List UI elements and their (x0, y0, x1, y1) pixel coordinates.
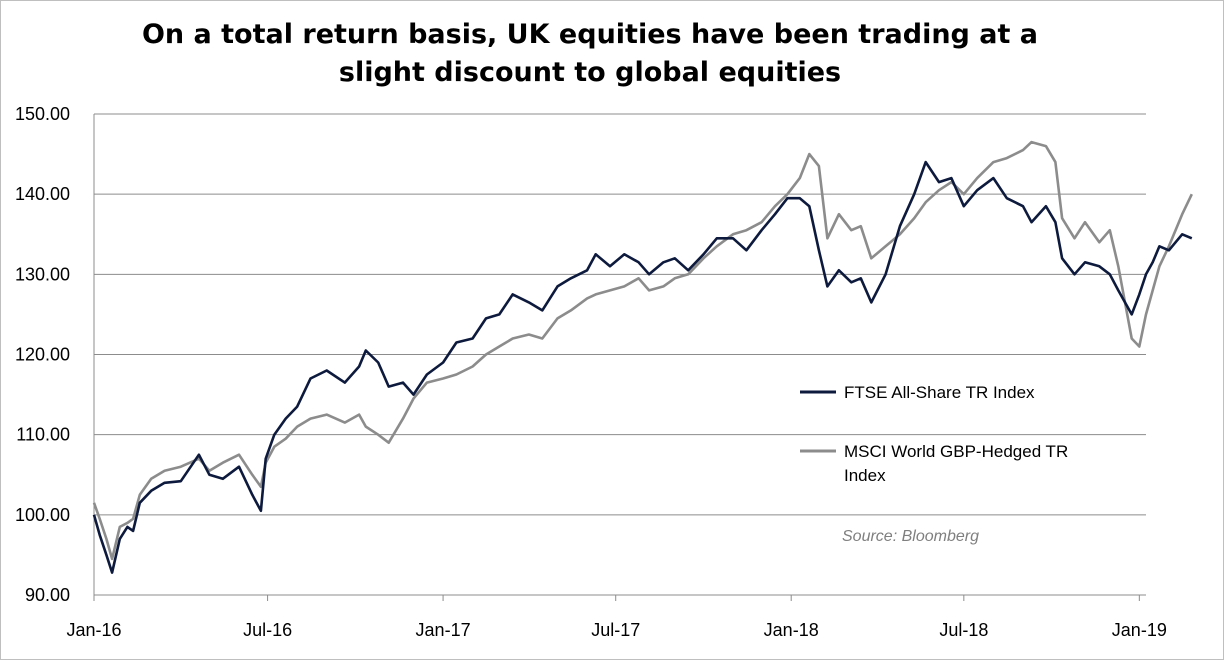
y-tick-label: 110.00 (16, 425, 70, 445)
legend-label-msci-line-2: Index (844, 466, 886, 485)
y-tick-label: 150.00 (15, 104, 70, 124)
legend: FTSE All-Share TR Index MSCI World GBP-H… (800, 383, 1073, 485)
x-tick-label: Jul-16 (243, 620, 292, 640)
axes: 90.00 100.00 110.00 120.00 130.00 140.00 150.0… (15, 104, 1167, 640)
series-line-msci (92, 140, 1193, 561)
x-tick-label: Jan-18 (764, 620, 819, 640)
x-tick-label: Jan-19 (1112, 620, 1167, 640)
chart-title-line-1: On a total return basis, UK equities hav… (141, 19, 1039, 50)
source-note: Source: Bloomberg (842, 528, 979, 545)
y-tick-label: 90.00 (25, 585, 70, 605)
y-tick-label: 100.00 (15, 505, 70, 525)
x-tick-label: Jan-17 (416, 620, 471, 640)
x-tick-label: Jul-18 (939, 620, 988, 640)
legend-label-msci: MSCI World GBP-Hedged TR Index (844, 442, 1073, 485)
chart-title-line-2: slight discount to global equities (338, 57, 842, 88)
legend-label-msci-line-1: MSCI World GBP-Hedged TR (844, 442, 1068, 461)
y-tick-label: 140.00 (15, 184, 70, 204)
legend-label-ftse: FTSE All-Share TR Index (844, 383, 1035, 402)
y-tick-label: 130.00 (15, 264, 70, 284)
x-tick-label: Jan-16 (66, 620, 121, 640)
gridlines (94, 113, 1146, 596)
chart-title: On a total return basis, UK equities hav… (40, 16, 1140, 92)
x-tick-label: Jul-17 (591, 620, 640, 640)
y-tick-label: 120.00 (15, 345, 70, 365)
series-line-ftse (92, 160, 1193, 574)
series-lines (92, 140, 1193, 574)
